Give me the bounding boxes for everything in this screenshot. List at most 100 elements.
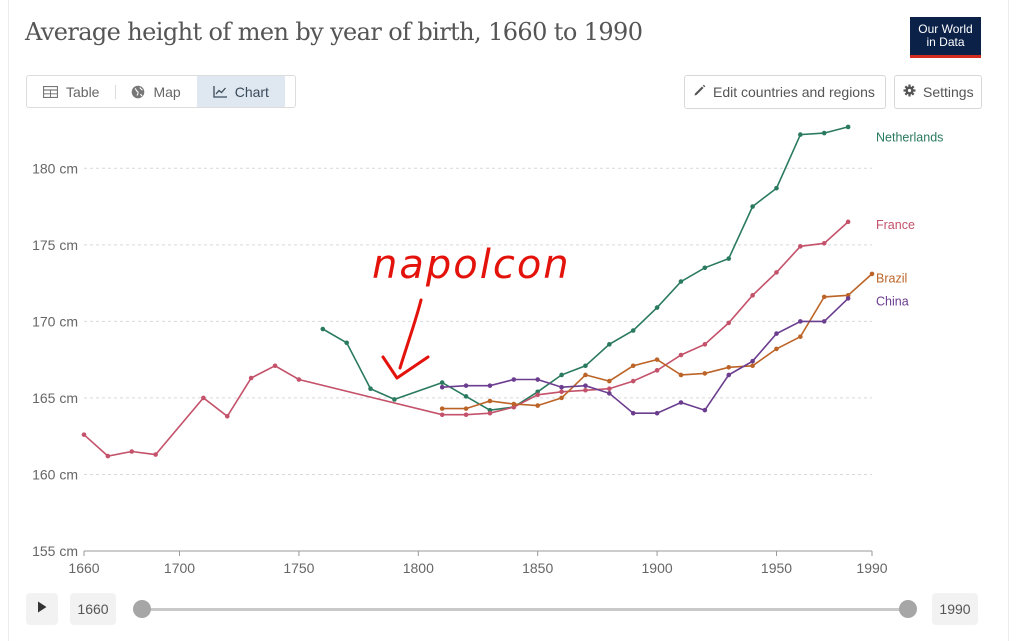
data-point-brazil xyxy=(654,357,660,362)
x-tick-label: 1900 xyxy=(642,560,673,576)
data-point-china xyxy=(607,391,612,396)
line-chart-icon xyxy=(213,85,227,98)
x-tick-label: 1850 xyxy=(522,560,553,576)
data-point-netherlands xyxy=(439,380,445,385)
data-point-france xyxy=(224,413,230,419)
y-tick-label: 160 cm xyxy=(32,466,78,482)
pencil-icon xyxy=(693,84,706,100)
annotation-arrow-head xyxy=(381,355,430,380)
tab-map[interactable]: Map xyxy=(115,76,196,107)
y-tick-label: 155 cm xyxy=(32,543,78,559)
data-point-china xyxy=(487,383,493,388)
x-tick-label: 1660 xyxy=(68,560,99,576)
y-tick-label: 165 cm xyxy=(32,390,78,406)
data-point-china xyxy=(702,407,708,413)
data-point-france xyxy=(583,387,588,393)
data-point-france xyxy=(201,395,206,401)
tab-map-label: Map xyxy=(153,83,181,100)
data-point-brazil xyxy=(607,378,612,384)
chart-frame xyxy=(8,0,1009,641)
chart-series xyxy=(81,124,875,459)
settings-button[interactable]: Settings xyxy=(894,75,982,109)
data-point-france xyxy=(845,219,851,225)
data-point-brazil xyxy=(750,363,755,369)
annotation-text: napolcon xyxy=(372,242,571,288)
data-point-china xyxy=(821,319,827,324)
data-point-china xyxy=(559,384,564,390)
edit-countries-label: Edit countries and regions xyxy=(713,84,875,100)
tab-chart[interactable]: Chart xyxy=(196,76,285,107)
data-point-brazil xyxy=(583,372,588,378)
page-title: Average height of men by year of birth, … xyxy=(25,18,643,46)
tab-table-label: Table xyxy=(66,83,100,100)
data-point-china xyxy=(583,383,588,388)
data-point-france xyxy=(630,378,636,384)
data-point-china xyxy=(678,400,684,405)
timeline-start-handle[interactable] xyxy=(133,600,151,618)
logo-line-1: Our World xyxy=(918,22,973,36)
tab-table[interactable]: Table xyxy=(27,76,115,107)
data-point-netherlands xyxy=(463,394,469,399)
data-point-china xyxy=(439,384,445,390)
y-tick-label: 180 cm xyxy=(32,160,78,176)
data-point-france xyxy=(535,392,540,398)
timeline-end-handle[interactable] xyxy=(899,600,917,618)
edit-countries-button[interactable]: Edit countries and regions xyxy=(684,75,886,109)
data-point-brazil xyxy=(511,401,517,407)
table-icon xyxy=(43,85,58,98)
data-point-netherlands xyxy=(750,204,755,209)
data-point-france xyxy=(678,352,684,358)
data-point-france xyxy=(726,320,732,326)
data-point-china xyxy=(750,358,755,364)
data-point-france xyxy=(296,377,302,382)
series-label-brazil: Brazil xyxy=(876,271,907,285)
data-point-brazil xyxy=(439,406,445,411)
x-tick-label: 1990 xyxy=(856,560,887,576)
data-point-china xyxy=(630,410,636,416)
view-tabs: Table Map Chart xyxy=(26,75,296,108)
data-point-netherlands xyxy=(821,130,827,136)
annotation-arrow-shaft xyxy=(398,298,423,370)
data-point-france xyxy=(248,375,254,381)
x-tick-label: 1950 xyxy=(761,560,792,576)
data-point-france xyxy=(750,293,755,298)
data-point-china xyxy=(535,377,540,382)
owid-logo[interactable]: Our World in Data xyxy=(910,17,981,58)
grid-lines xyxy=(84,167,872,475)
data-point-france xyxy=(774,270,779,275)
data-point-france xyxy=(272,363,278,369)
data-point-brazil xyxy=(869,271,875,277)
timeline-end-year[interactable]: 1990 xyxy=(932,593,978,625)
x-tick-label: 1800 xyxy=(403,560,434,576)
data-point-brazil xyxy=(798,334,803,339)
data-point-netherlands xyxy=(845,124,851,130)
data-point-brazil xyxy=(463,406,469,411)
data-point-france xyxy=(463,412,469,418)
data-point-brazil xyxy=(535,403,540,408)
data-point-netherlands xyxy=(630,328,636,333)
timeline-start-year[interactable]: 1660 xyxy=(70,593,116,625)
data-point-china xyxy=(774,331,779,336)
data-point-brazil xyxy=(821,294,827,300)
timeline-track[interactable] xyxy=(143,608,909,611)
tab-chart-label: Chart xyxy=(234,83,269,100)
data-point-france xyxy=(654,368,660,373)
series-label-china: China xyxy=(876,294,909,308)
data-point-netherlands xyxy=(392,397,397,402)
data-point-netherlands xyxy=(607,342,612,347)
data-point-brazil xyxy=(726,364,732,370)
data-point-china xyxy=(654,410,660,416)
data-point-china xyxy=(511,377,517,382)
data-point-netherlands xyxy=(344,340,349,346)
play-button[interactable] xyxy=(26,593,58,625)
data-point-france xyxy=(702,342,708,347)
data-point-france xyxy=(487,410,493,416)
data-point-brazil xyxy=(702,371,708,376)
series-label-netherlands: Netherlands xyxy=(876,131,943,145)
data-point-brazil xyxy=(678,372,684,378)
data-point-france xyxy=(607,386,612,392)
data-point-france xyxy=(821,240,827,246)
globe-icon xyxy=(131,85,145,99)
data-point-france xyxy=(153,452,158,457)
